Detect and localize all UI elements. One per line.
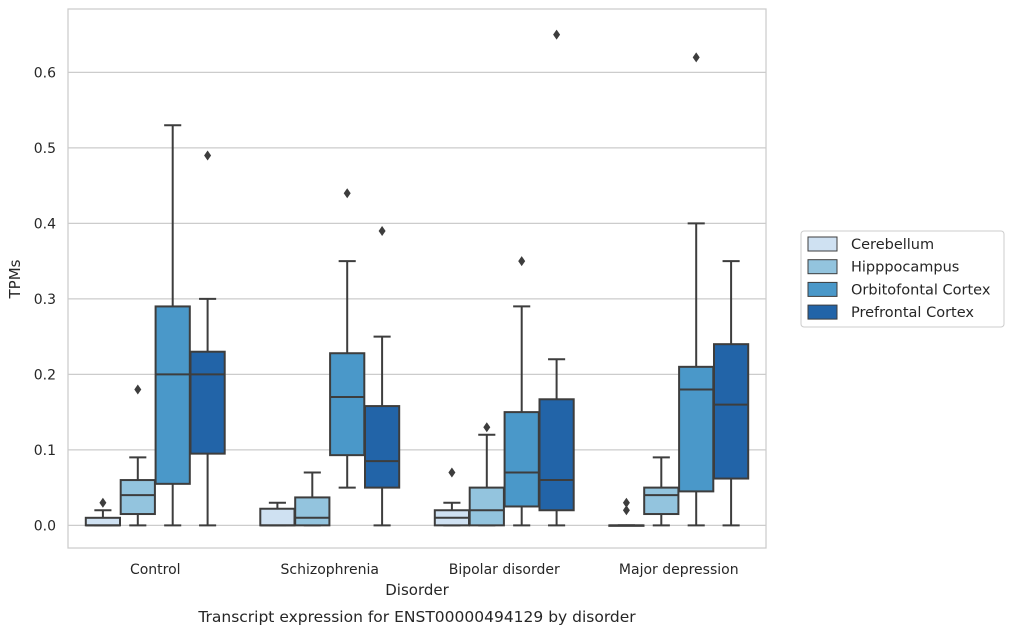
box-body [712, 343, 750, 480]
box-3-1 [154, 124, 191, 527]
y-tick-label: 0.6 [34, 65, 56, 81]
box-body [119, 479, 156, 516]
x-tick-label: Major depression [619, 562, 739, 578]
box-body [643, 486, 680, 516]
outlier-point [553, 29, 561, 40]
box-2-2 [294, 471, 331, 527]
y-tick-label: 0.1 [34, 443, 56, 459]
outlier-point [378, 225, 386, 236]
legend-swatch [807, 281, 838, 297]
box-body [329, 352, 366, 457]
outlier-point [343, 188, 351, 199]
box-2-3 [468, 422, 505, 527]
plot-frame [67, 8, 767, 549]
box-1-3 [433, 467, 471, 527]
x-tick-label: Schizophrenia [281, 562, 379, 578]
y-tick-label: 0.4 [34, 216, 56, 232]
box-body [294, 496, 331, 527]
x-tick-label: Bipolar disorder [449, 562, 560, 578]
x-tick-label: Control [130, 562, 181, 578]
box-2-1 [119, 384, 156, 527]
box-body [538, 398, 575, 512]
legend-label: Hipppocampus [851, 260, 959, 276]
outlier-point [448, 467, 456, 478]
legend-swatch [807, 259, 838, 275]
box-2-4 [643, 456, 680, 527]
box-1-1 [84, 497, 122, 527]
boxes-layer [84, 29, 750, 527]
box-body [154, 305, 191, 485]
y-axis-label: TPMs [6, 259, 24, 299]
y-tick-label: 0.0 [34, 518, 56, 534]
outlier-point [483, 422, 491, 433]
box-3-2 [329, 188, 366, 489]
box-body [84, 516, 122, 527]
legend-label: Orbitofontal Cortex [851, 282, 991, 298]
outlier-point [204, 150, 212, 161]
outlier-point [622, 505, 630, 516]
box-4-4 [712, 260, 750, 527]
box-body [503, 411, 540, 508]
legend: Cerebellum Hipppocampus Orbitofontal Corte… [800, 230, 1005, 328]
y-tick-label: 0.3 [34, 292, 56, 308]
outlier-point [518, 256, 526, 267]
outlier-point [99, 497, 107, 508]
outlier-point [134, 384, 142, 395]
box-body [468, 486, 505, 527]
box-3-4 [678, 52, 715, 527]
box-4-1 [189, 150, 226, 527]
legend-frame [800, 230, 1005, 328]
x-axis-label: Disorder [385, 581, 449, 599]
outlier-point [622, 497, 630, 508]
legend-label: Cerebellum [851, 237, 934, 253]
box-1-4 [608, 497, 645, 527]
y-tick-label: 0.2 [34, 367, 56, 383]
y-tick-labels: 0.0 0.1 0.2 0.3 0.4 0.5 0.6 [34, 65, 56, 534]
x-tick-labels: Control Schizophrenia Bipolar disorder Majo… [130, 562, 739, 578]
outlier-point [692, 52, 700, 63]
box-body [678, 365, 715, 493]
legend-swatch [807, 236, 838, 252]
box-body [259, 507, 296, 527]
box-4-2 [363, 225, 401, 527]
box-body [189, 350, 226, 455]
legend-label: Prefrontal Cortex [851, 305, 974, 321]
y-tick-label: 0.5 [34, 141, 56, 157]
box-4-3 [538, 29, 575, 527]
chart-caption: Transcript expression for ENST0000049412… [197, 608, 636, 626]
box-body [363, 405, 401, 489]
legend-swatch [807, 304, 838, 320]
